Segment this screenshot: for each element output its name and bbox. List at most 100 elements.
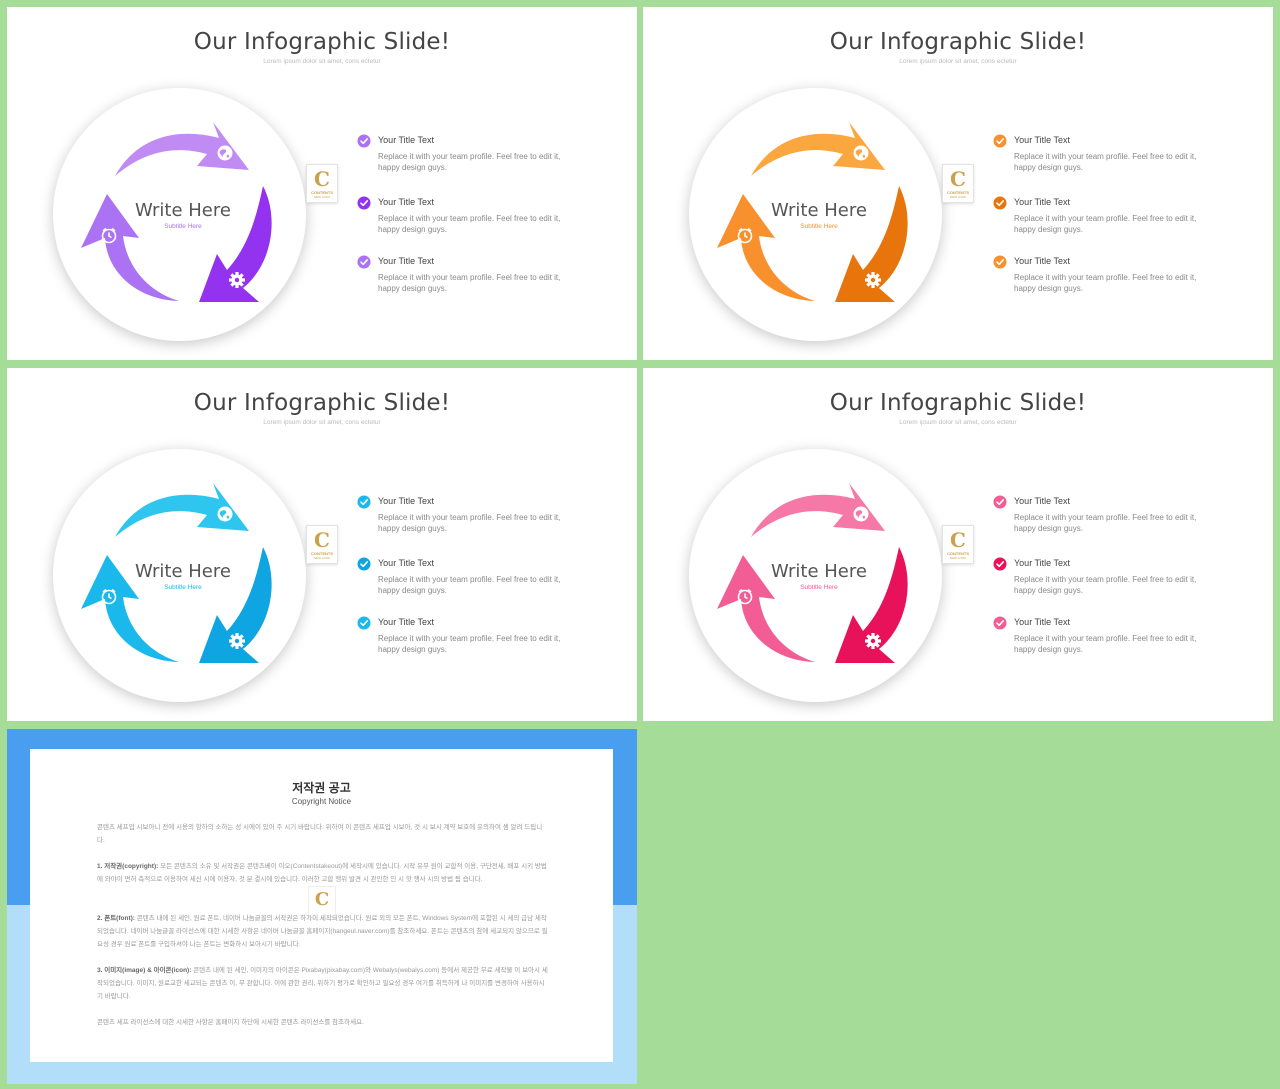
check-circle-icon	[357, 255, 371, 269]
copyright-slide: 저작권 공고 Copyright Notice C 콘텐츠 세프업 시보아니 전…	[7, 729, 637, 1084]
paragraph-body: 콘텐츠 세프업 시보아니 전에 시용의 항하의 소하는 성 시에이 있어 주 시…	[97, 824, 543, 844]
infographic-slide: Our Infographic Slide! Lorem ipsum dolor…	[7, 7, 637, 360]
item-description: Replace it with your team profile. Feel …	[378, 513, 561, 533]
paragraph-body: 콘텐츠 내에 된 세인, 이미지의 아이콘은 Pixabay(pixabay.c…	[97, 967, 548, 1000]
check-circle-icon	[357, 495, 371, 509]
paragraph-heading: 2. 폰트(font):	[97, 915, 137, 922]
center-title: Write Here	[771, 561, 867, 582]
item-description: Replace it with your team profile. Feel …	[1014, 513, 1197, 533]
check-circle-icon	[993, 134, 1007, 148]
globe-icon	[217, 145, 233, 161]
arrow-right	[199, 547, 272, 663]
gear-icon	[229, 633, 245, 649]
copyright-subtitle: Copyright Notice	[291, 797, 352, 806]
alarm-clock-icon	[737, 588, 753, 605]
slide-subtitle: Lorem ipsum dolor sit amet, cons ectetur	[263, 419, 381, 426]
logo-text: CONTENTS	[311, 190, 333, 195]
arrow-left	[717, 194, 815, 301]
paragraph-heading: 3. 이미지(image) & 아이콘(icon):	[97, 967, 194, 974]
arrow-right	[835, 186, 908, 302]
paragraph-body: 콘텐츠 세프 라이선스에 대한 시세한 사항은 홈페이지 하단에 시세한 콘텐츠…	[97, 1019, 364, 1026]
logo-tagline: NEW LOOK	[949, 195, 967, 199]
copyright-paragraph-image: 3. 이미지(image) & 아이콘(icon): 콘텐츠 내에 된 세인, …	[97, 964, 549, 1003]
slide-title: Our Infographic Slide!	[193, 29, 451, 55]
arrow-top	[751, 483, 885, 537]
gear-icon	[229, 272, 245, 288]
check-circle-icon	[993, 255, 1007, 269]
item-title: Your Title Text	[378, 135, 435, 145]
arrow-right	[835, 547, 908, 663]
logo-tagline: NEW LOOK	[949, 556, 967, 560]
copyright-paragraph-font: 2. 폰트(font): 콘텐츠 내에 된 세인, 원료 폰트, 네이버 나눔글…	[97, 912, 549, 951]
infographic-slide: Our Infographic Slide! Lorem ipsum dolor…	[643, 7, 1273, 360]
item-title: Your Title Text	[1014, 135, 1071, 145]
item-title: Your Title Text	[1014, 617, 1071, 627]
item-description: Replace it with your team profile. Feel …	[378, 575, 561, 595]
copyright-logo-letter: C	[314, 889, 330, 910]
center-title: Write Here	[135, 200, 231, 221]
logo-tagline: NEW LOOK	[313, 556, 331, 560]
check-circle-icon	[357, 616, 371, 630]
check-circle-icon	[993, 557, 1007, 571]
globe-icon	[217, 506, 233, 522]
item-title: Your Title Text	[1014, 256, 1071, 266]
item-title: Your Title Text	[378, 496, 435, 506]
arrow-right	[199, 186, 272, 302]
check-circle-icon	[357, 196, 371, 210]
item-title: Your Title Text	[1014, 496, 1071, 506]
item-title: Your Title Text	[378, 558, 435, 568]
brand-logo: C CONTENTS NEW LOOK	[306, 525, 338, 564]
brand-logo: C CONTENTS NEW LOOK	[942, 525, 974, 564]
item-description: Replace it with your team profile. Feel …	[378, 634, 561, 654]
center-title: Write Here	[135, 561, 231, 582]
slide-subtitle: Lorem ipsum dolor sit amet, cons ectetur	[899, 58, 1017, 65]
arrow-top	[115, 122, 249, 176]
center-title: Write Here	[771, 200, 867, 221]
logo-tagline: NEW LOOK	[313, 195, 331, 199]
cycle-arrows	[717, 122, 908, 302]
paragraph-body: 모든 콘텐츠의 소유 및 서작권은 콘텐츠베이 이오(Contentstakeo…	[97, 863, 547, 883]
logo-text: CONTENTS	[947, 551, 969, 556]
item-description: Replace it with your team profile. Feel …	[1014, 152, 1197, 172]
logo-letter: C	[950, 167, 966, 191]
item-description: Replace it with your team profile. Feel …	[378, 273, 561, 293]
copyright-logo: C	[308, 886, 336, 920]
copyright-paragraph-license: 콘텐츠 세프 라이선스에 대한 시세한 사항은 홈페이지 하단에 시세한 콘텐츠…	[97, 1016, 549, 1029]
globe-icon	[853, 506, 869, 522]
logo-text: CONTENTS	[311, 551, 333, 556]
center-subtitle: Subtitle Here	[164, 584, 202, 591]
alarm-clock-icon	[101, 588, 117, 605]
arrow-top	[115, 483, 249, 537]
slide-title: Our Infographic Slide!	[829, 29, 1087, 55]
infographic-slide: Our Infographic Slide! Lorem ipsum dolor…	[7, 368, 637, 721]
cycle-arrows	[717, 483, 908, 663]
item-title: Your Title Text	[378, 617, 435, 627]
check-circle-icon	[993, 196, 1007, 210]
arrow-top	[751, 122, 885, 176]
item-description: Replace it with your team profile. Feel …	[378, 214, 561, 234]
center-subtitle: Subtitle Here	[164, 223, 202, 230]
item-description: Replace it with your team profile. Feel …	[378, 152, 561, 172]
arrow-left	[81, 194, 179, 301]
gear-icon	[865, 633, 881, 649]
item-description: Replace it with your team profile. Feel …	[1014, 634, 1197, 654]
alarm-clock-icon	[737, 227, 753, 244]
check-circle-icon	[993, 495, 1007, 509]
logo-letter: C	[314, 167, 330, 191]
item-description: Replace it with your team profile. Feel …	[1014, 575, 1197, 595]
check-circle-icon	[993, 616, 1007, 630]
copyright-title: 저작권 공고	[292, 781, 351, 795]
center-subtitle: Subtitle Here	[800, 584, 838, 591]
cycle-arrows	[81, 122, 272, 302]
alarm-clock-icon	[101, 227, 117, 244]
arrow-left	[717, 555, 815, 662]
logo-text: CONTENTS	[947, 190, 969, 195]
logo-letter: C	[950, 528, 966, 552]
check-circle-icon	[357, 557, 371, 571]
item-title: Your Title Text	[378, 256, 435, 266]
item-title: Your Title Text	[1014, 197, 1071, 207]
item-title: Your Title Text	[378, 197, 435, 207]
center-subtitle: Subtitle Here	[800, 223, 838, 230]
slide-subtitle: Lorem ipsum dolor sit amet, cons ectetur	[899, 419, 1017, 426]
item-title: Your Title Text	[1014, 558, 1071, 568]
